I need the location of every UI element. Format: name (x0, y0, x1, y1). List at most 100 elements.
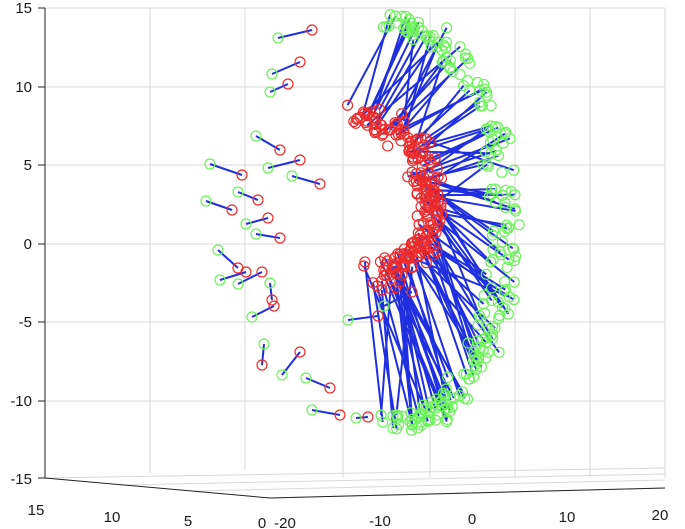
inner-arc-point (416, 145, 428, 157)
outer-arc-point (246, 311, 258, 323)
inner-arc-point (390, 257, 402, 270)
inner-arc-point (405, 135, 418, 147)
trajectory-segment (435, 210, 482, 320)
outer-arc-point (487, 244, 499, 256)
outer-arc-point (266, 68, 278, 80)
inner-arc-point (407, 151, 419, 163)
outer-arc-point (503, 253, 515, 266)
x-tick-label: 10 (104, 509, 121, 526)
trajectory-segment (391, 266, 451, 412)
inner-arc-point (262, 212, 274, 224)
outer-arc-point (262, 162, 274, 174)
outer-arc-point (412, 411, 424, 424)
outer-arc-point (390, 17, 402, 29)
trajectory-segment (411, 61, 444, 154)
outer-arc-point (485, 256, 497, 268)
inner-arc-point (240, 266, 252, 278)
outer-arc-point (463, 373, 476, 385)
outer-arc-point (232, 278, 244, 290)
outer-arc-point (400, 21, 412, 33)
inner-arc-point (341, 99, 354, 111)
outer-arc-point (502, 308, 514, 320)
inner-arc-point (383, 124, 395, 136)
outer-arc-point (478, 78, 490, 91)
inner-arc-point (274, 232, 286, 244)
inner-arc-point (256, 359, 268, 371)
inner-arc-point (418, 139, 430, 151)
inner-arc-point (406, 286, 418, 298)
trajectory-segment (441, 212, 507, 227)
trajectory-segment (433, 244, 506, 291)
outer-arc-point (508, 243, 520, 255)
inner-arc-point (432, 209, 444, 221)
trajectory-segment (432, 254, 475, 378)
outer-arc-point (508, 164, 520, 176)
inner-arc-point (367, 277, 379, 289)
trajectory-segment (363, 261, 384, 423)
outer-arc-point (468, 346, 480, 358)
outer-arc-point (485, 100, 497, 112)
inner-arc-point (268, 300, 280, 312)
trajectory-segment (424, 235, 482, 348)
outer-arc-point (398, 23, 410, 35)
trajectory-segment (373, 46, 433, 131)
trajectory-segment (383, 257, 464, 393)
inner-arc-point (266, 294, 278, 306)
y-tick-label: -10 (369, 513, 391, 529)
inner-arc-point (294, 154, 306, 166)
outer-arc-point (441, 415, 453, 428)
outer-arc-point (497, 137, 509, 149)
outer-arc-point (276, 369, 288, 381)
y-tick-label: 0 (468, 511, 476, 528)
trajectory-segment (281, 351, 301, 376)
outer-arc-point (342, 314, 354, 326)
y-tick-label: -20 (274, 515, 296, 529)
outer-arc-point (459, 48, 471, 60)
inner-arc-point (372, 310, 384, 322)
outer-arc-point (378, 300, 390, 312)
outer-arc-point (406, 24, 418, 36)
trajectory-segment (209, 163, 243, 176)
trajectory-segment (376, 285, 414, 425)
inner-arc-point (405, 237, 418, 249)
z-tick-label: -5 (19, 314, 32, 331)
outer-arc-point (264, 277, 276, 289)
inner-arc-point (419, 206, 431, 218)
trajectory-segment (429, 141, 515, 172)
z-tick-label: 10 (15, 79, 32, 96)
inner-arc-point (415, 167, 427, 179)
outer-arc-point (486, 229, 499, 241)
outer-arc-point (477, 159, 489, 171)
inner-arc-point (380, 269, 392, 281)
trajectory-segment (382, 59, 452, 135)
inner-arc-point (274, 144, 286, 156)
outer-arc-point (480, 332, 492, 344)
outer-arc-point (489, 120, 501, 133)
outer-arc-point (495, 249, 507, 261)
inner-arc-point (362, 108, 374, 120)
trajectory-segment (305, 377, 331, 389)
inner-arc-point (226, 204, 238, 216)
z-tick-label: 0 (24, 236, 32, 253)
inner-arc-point (400, 250, 412, 263)
outer-arc-point (496, 166, 508, 178)
axes (38, 7, 666, 499)
outer-arc-point (387, 410, 399, 422)
outer-arc-point (509, 250, 522, 262)
outer-arc-point (454, 41, 466, 53)
inner-arc-point (378, 264, 390, 276)
inner-arc-point (430, 222, 442, 234)
outer-arc-point (499, 201, 511, 214)
outer-arc-point (485, 282, 498, 294)
outer-arc-point (380, 21, 392, 33)
outer-arc-point (486, 183, 498, 195)
trajectory-segment (255, 233, 281, 239)
trajectory-segment (410, 105, 481, 154)
outer-arc-point (441, 22, 453, 34)
outer-arc-point (499, 283, 511, 296)
outer-arc-point (250, 228, 262, 240)
outer-arc-point (461, 393, 474, 405)
outer-arc-point (416, 419, 428, 431)
outer-arc-point (486, 294, 498, 307)
